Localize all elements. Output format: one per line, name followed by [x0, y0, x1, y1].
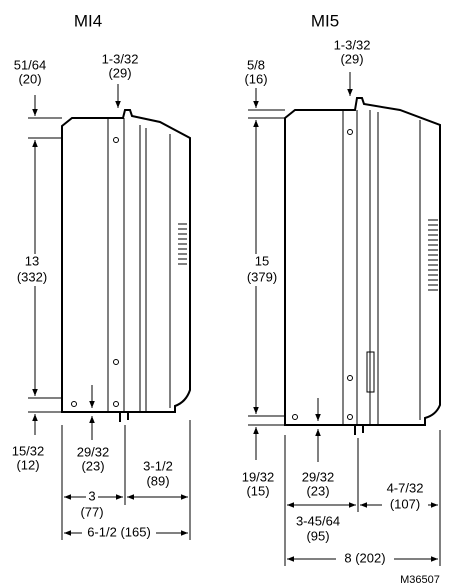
dim-inch: 5/8 [247, 57, 265, 72]
dim-inch: 1-3/32 [334, 37, 371, 52]
dim-inch: 15/32 [12, 443, 45, 458]
dim-inch: 19/32 [242, 469, 275, 484]
dim-total: 8 (202) [344, 550, 385, 565]
mi4-enclosure [61, 109, 191, 422]
drawing-title: MI4 [74, 11, 102, 30]
dim-inch: 15 [255, 253, 269, 268]
dim-mm: (23) [81, 458, 104, 473]
dim-mm: (107) [390, 496, 420, 511]
dim-mm: (77) [80, 504, 103, 519]
dim-mm: (29) [108, 65, 131, 80]
dim-inch: 13 [25, 253, 39, 268]
dim-mm: (89) [146, 473, 169, 488]
dim-inch: 1-3/32 [102, 51, 139, 66]
dim-inch: 29/32 [77, 444, 110, 459]
dim-mm: (23) [306, 483, 329, 498]
dim-mm: (332) [17, 269, 47, 284]
dim-inch: 3 [88, 488, 95, 503]
dim-inch: 29/32 [302, 469, 335, 484]
dim-mm: (379) [247, 269, 277, 284]
dim-inch: 51/64 [14, 57, 47, 72]
dim-total: 6-1/2 (165) [87, 524, 151, 539]
dim-inch: 4-7/32 [387, 480, 424, 495]
dim-inch: 3-45/64 [296, 513, 340, 528]
dim-inch: 3-1/2 [143, 458, 173, 473]
dim-mm: (29) [340, 51, 363, 66]
drawing-title: MI5 [311, 11, 339, 30]
mi5-enclosure [284, 97, 441, 435]
dim-mm: (20) [18, 71, 41, 86]
dim-mm: (12) [16, 457, 39, 472]
dim-mm: (15) [246, 483, 269, 498]
dim-mm: (95) [306, 528, 329, 543]
dim-mm: (16) [244, 71, 267, 86]
drawing-code: M36507 [400, 574, 440, 586]
